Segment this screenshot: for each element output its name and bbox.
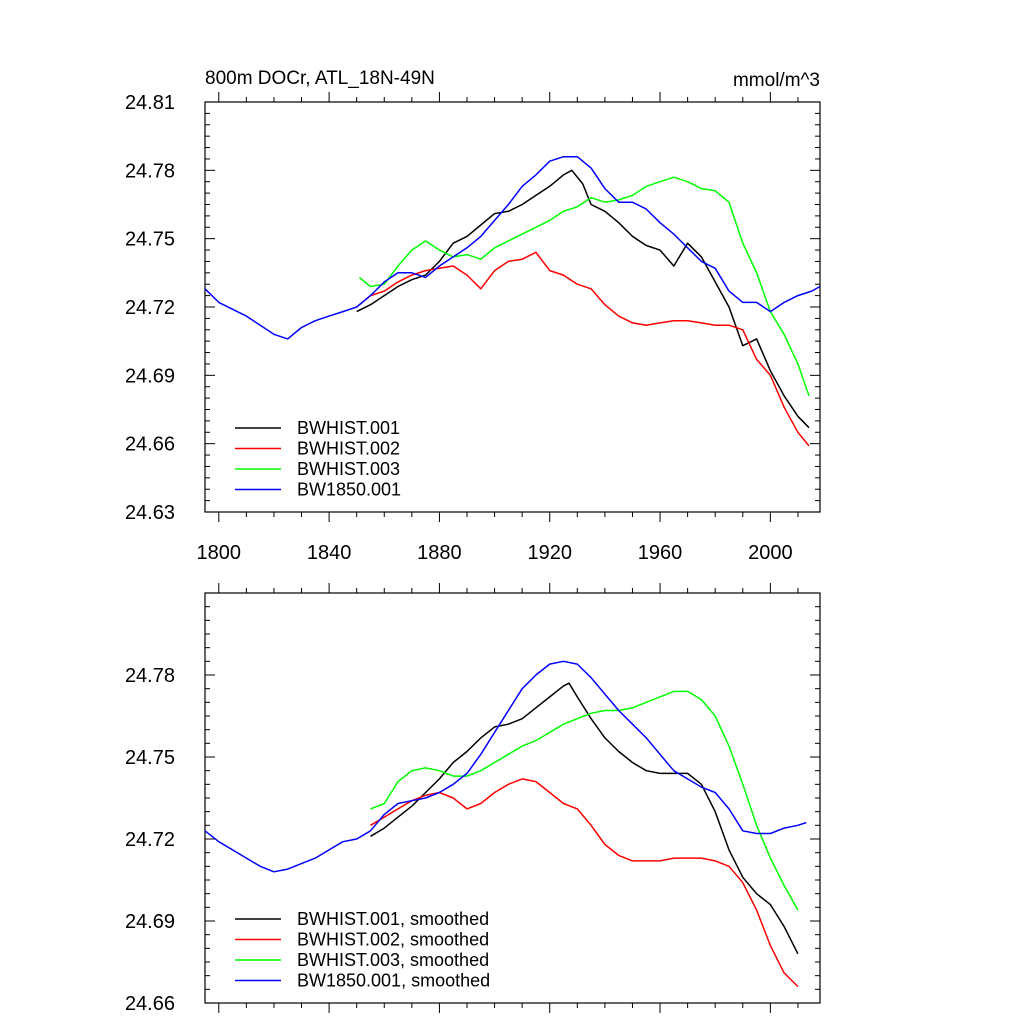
x-tick-label: 1880 — [417, 542, 462, 564]
x-tick-label: 1920 — [527, 542, 572, 564]
series-line-2 — [370, 778, 799, 988]
y-tick-label: 24.66 — [125, 434, 175, 456]
plot-panel-1: 1800 1840 1880 1920 1960 2000 24.63 24.66 24.69 2… — [125, 92, 821, 564]
legend-label: BWHIST.002 — [297, 439, 400, 459]
plot-panel-2: 24.66 24.69 24.72 24.75 24.78 BWHIST.001, smo… — [125, 583, 821, 1015]
legend-label: BWHIST.001 — [297, 418, 400, 438]
y-tick-label: 24.72 — [125, 297, 175, 319]
x-tick-label: 1960 — [638, 542, 683, 564]
series-line-1 — [370, 682, 799, 955]
y-tick-label: 24.78 — [125, 160, 175, 182]
y-tick-label: 24.75 — [125, 747, 175, 769]
legend-label: BW1850.001 — [297, 480, 401, 500]
units-label: mmol/m^3 — [733, 70, 820, 91]
x-tick-label: 1800 — [197, 542, 242, 564]
y-tick-label: 24.69 — [125, 911, 175, 933]
series-line-1 — [356, 169, 810, 429]
legend-label: BWHIST.003, smoothed — [297, 950, 489, 970]
y-tick-label: 24.63 — [125, 502, 175, 524]
y-tick-label: 24.75 — [125, 229, 175, 251]
x-tick-label: 2000 — [748, 542, 793, 564]
y-tick-label: 24.72 — [125, 829, 175, 851]
legend-label: BWHIST.001, smoothed — [297, 909, 489, 929]
series-line-2 — [358, 251, 810, 447]
legend-label: BWHIST.003 — [297, 459, 400, 479]
y-tick-label: 24.78 — [125, 665, 175, 687]
y-tick-label: 24.81 — [125, 92, 175, 114]
series-line-4 — [204, 660, 807, 873]
y-tick-label: 24.66 — [125, 993, 175, 1015]
legend-label: BWHIST.002, smoothed — [297, 930, 489, 950]
y-tick-label: 24.69 — [125, 365, 175, 387]
x-tick-label: 1840 — [307, 542, 352, 564]
series-line-3 — [358, 176, 810, 397]
series-line-4 — [204, 155, 821, 340]
legend-label: BW1850.001, smoothed — [297, 971, 490, 991]
series-line-3 — [370, 690, 799, 911]
chart-title: 800m DOCr, ATL_18N-49N — [205, 68, 435, 89]
